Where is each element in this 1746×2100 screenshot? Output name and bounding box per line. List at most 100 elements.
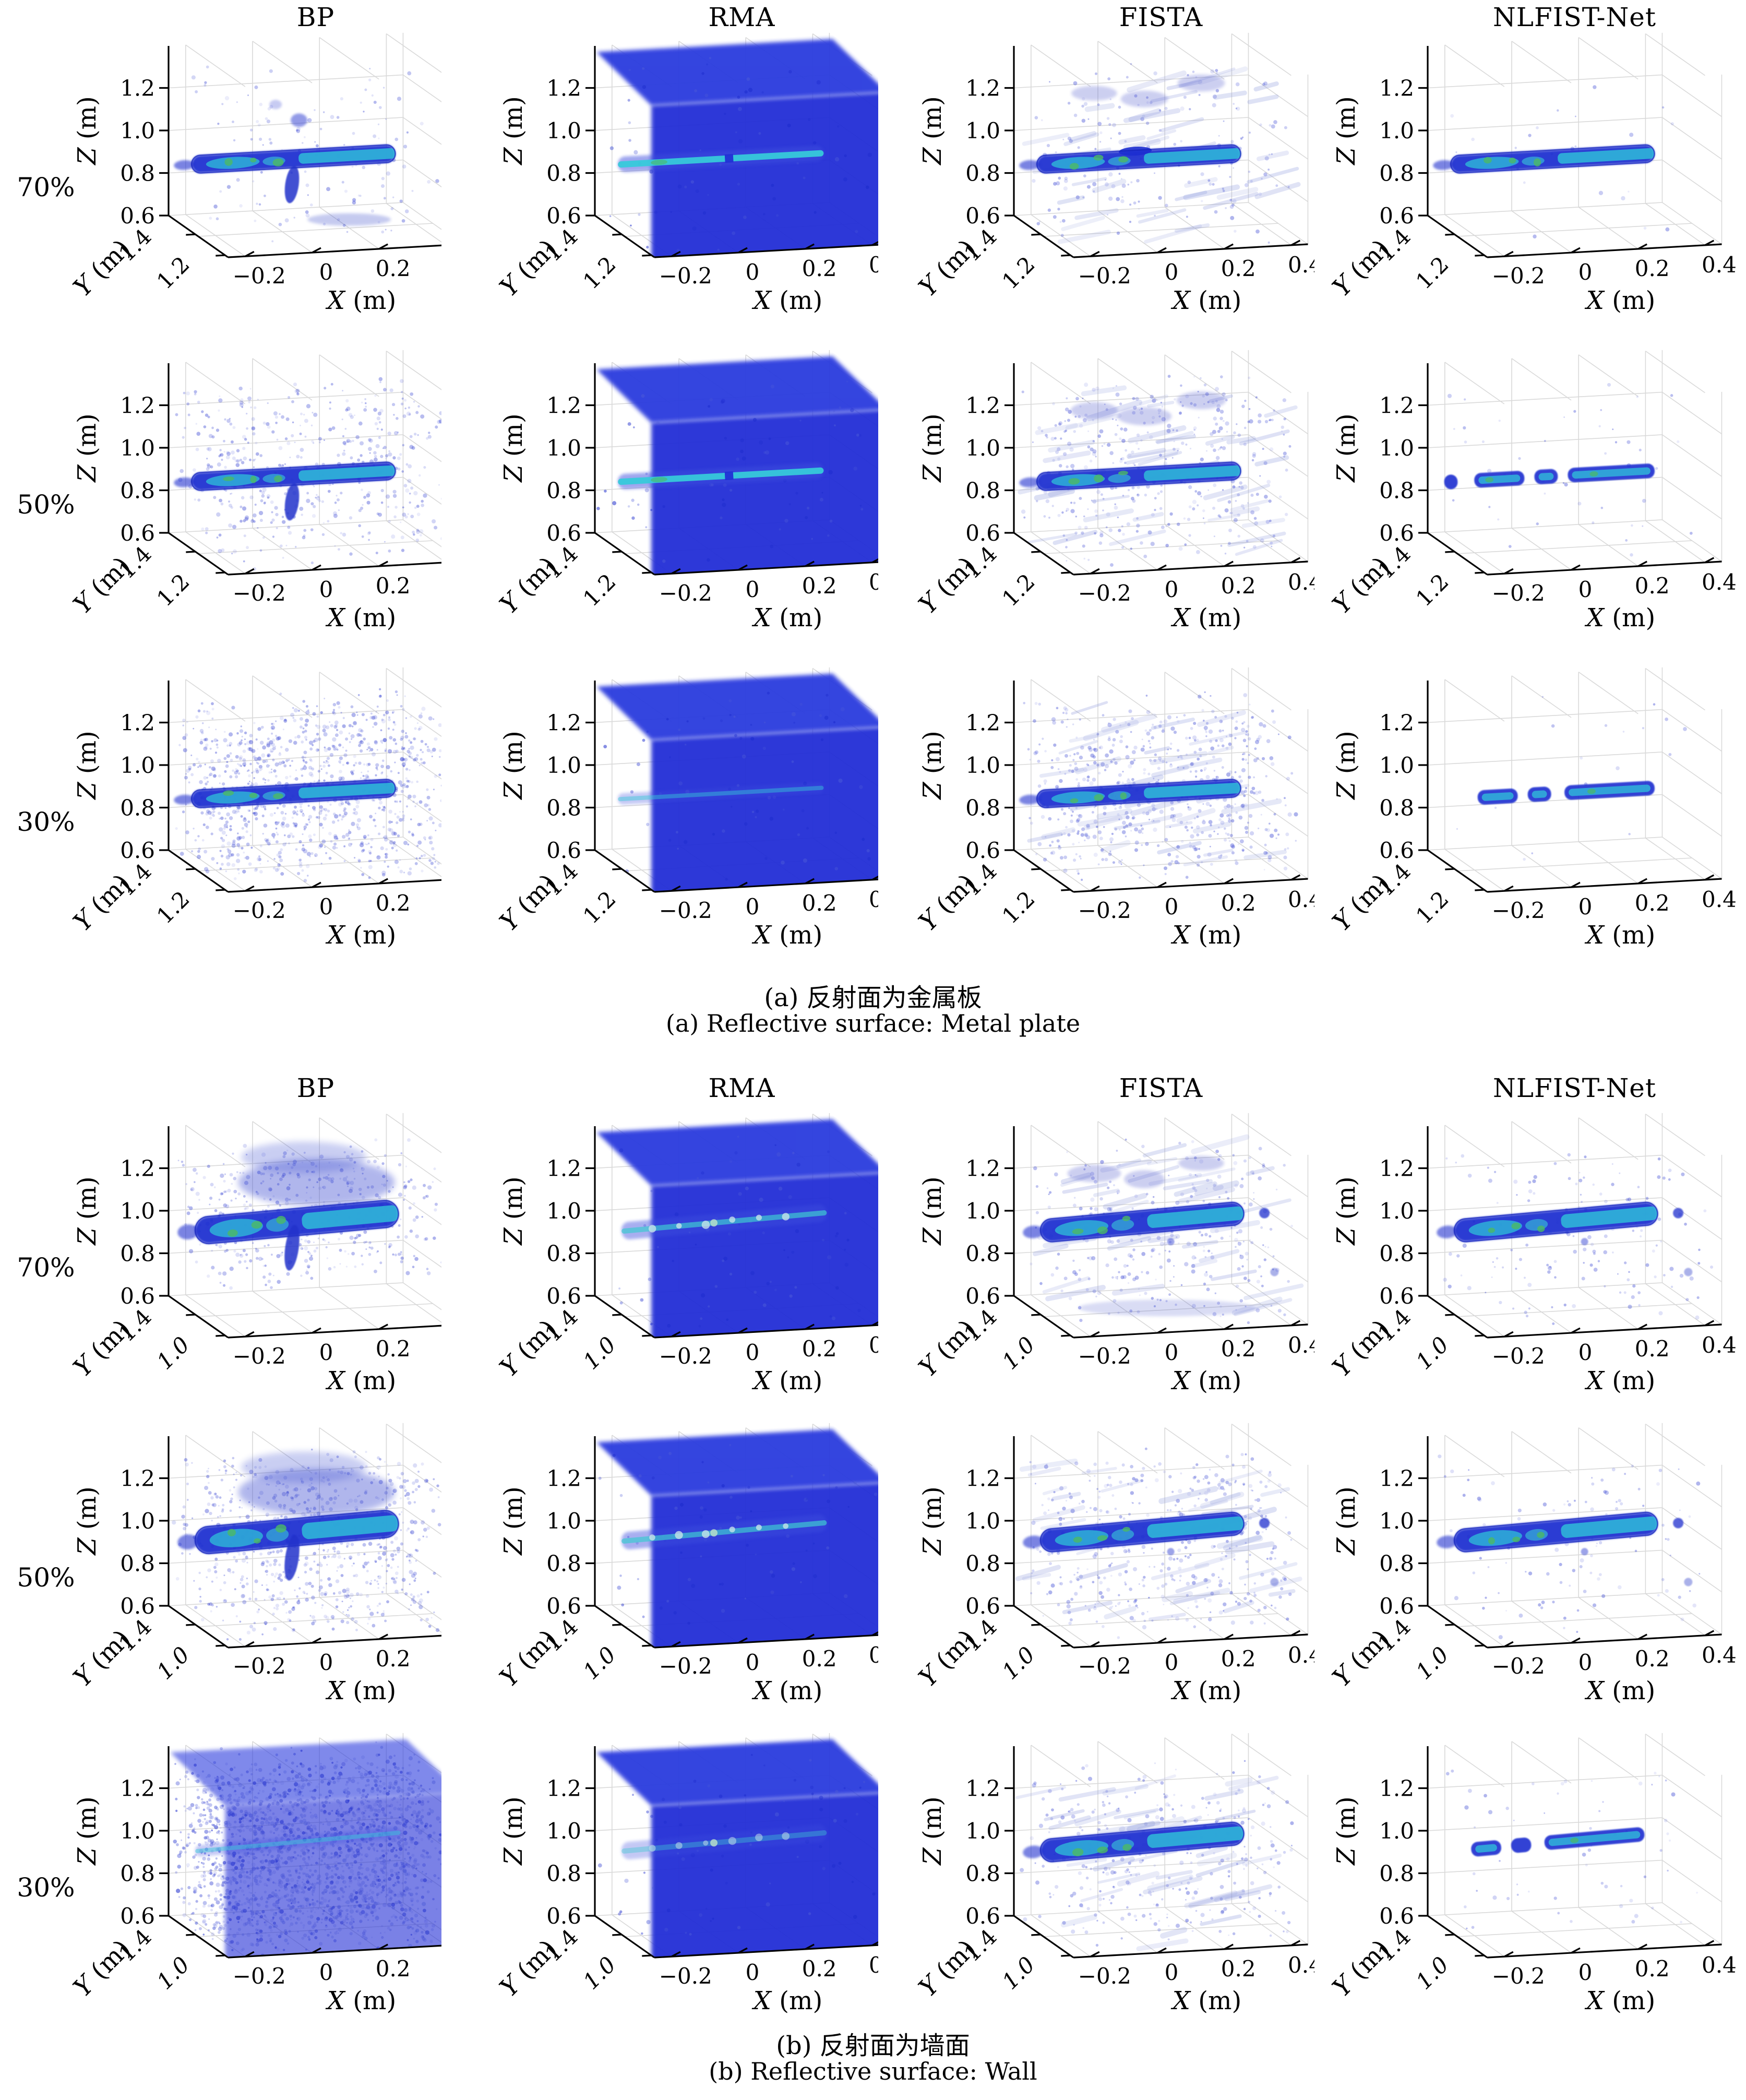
reconstruction-voxels <box>1015 1447 1302 1639</box>
x-tick-label: 0.2 <box>1634 1956 1669 1982</box>
x-tick-label: 0 <box>319 1650 333 1675</box>
z-tick-label: 0.8 <box>965 795 1000 821</box>
sampling-rate-label: 30% <box>17 807 75 837</box>
x-axis-title: X (m) <box>1170 1986 1241 2015</box>
x-tick-label: 0 <box>1578 1960 1592 1985</box>
x-tick-label: 0 <box>1165 1960 1179 1985</box>
z-tick-label: 1.2 <box>1379 76 1414 101</box>
z-tick-label: 0.8 <box>546 795 581 821</box>
x-tick-label: 0 <box>745 1960 759 1985</box>
plot-b-FISTA-50%: 0.60.81.01.2−0.200.20.41.41.0Z (m)Y (m)X… <box>873 1390 1323 1714</box>
x-axis-title: X (m) <box>325 286 396 315</box>
x-axis-title: X (m) <box>1170 921 1241 950</box>
z-tick-label: 0.8 <box>1379 1551 1414 1577</box>
plot-b-RMA-50%: 0.60.81.01.2−0.200.20.41.41.0Z (m)Y (m)X… <box>437 1390 903 1714</box>
y-tick-label: 1.2 <box>152 886 195 929</box>
y-tick-label: 1.2 <box>1410 569 1453 612</box>
axes <box>1004 1126 1308 1339</box>
z-tick-label: 0.6 <box>1379 1903 1414 1929</box>
grid <box>1427 1113 1722 1337</box>
z-tick-label: 0.8 <box>546 1861 581 1887</box>
x-tick-label: 0 <box>1578 1650 1592 1675</box>
x-tick-label: −0.2 <box>659 263 712 289</box>
reconstruction-voxels <box>596 1739 887 1958</box>
x-tick-label: 0 <box>319 1960 333 1985</box>
z-tick-label: 0.6 <box>546 1593 581 1619</box>
z-axis-title: Z (m) <box>1332 96 1361 166</box>
x-tick-label: −0.2 <box>1491 898 1545 923</box>
z-tick-label: 0.8 <box>1379 161 1414 186</box>
plot-a-RMA-30%: 0.60.81.01.2−0.200.20.41.41.2Z (m)Y (m)X… <box>437 635 903 958</box>
z-tick-label: 0.8 <box>546 478 581 504</box>
z-tick-label: 0.6 <box>546 520 581 546</box>
sampling-rate-label: 50% <box>17 490 75 520</box>
plot-b-NLFIST-Net-30%: 0.6 0.8 1.0 1.2 −0.2 0 0.2 0.4 1.4 1.0 Z (m) Y (m) X… <box>1310 1700 1746 2024</box>
x-tick-label: 0.2 <box>376 573 411 599</box>
z-tick-label: 0.6 <box>965 1283 1000 1309</box>
y-tick-label: 1.0 <box>997 1642 1040 1685</box>
x-axis-title: X (m) <box>1170 286 1241 315</box>
z-axis-title: Z (m) <box>1332 413 1361 483</box>
sampling-rate-label: 30% <box>17 1872 75 1903</box>
plot-row-a-30%: 30%0.60.81.01.2−0.200.20.41.41.2Z (m)Y (… <box>0 635 1746 958</box>
target-slab <box>621 1824 827 1860</box>
y-tick-label: 1.0 <box>152 1952 195 1995</box>
x-tick-label: −0.2 <box>233 1343 286 1369</box>
reconstruction-voxels <box>596 673 887 892</box>
z-tick-label: 1.0 <box>546 753 581 778</box>
reconstruction-voxels <box>1436 1454 1700 1640</box>
plot-b-NLFIST-Net-70%: 0.6 0.8 1.0 1.2 −0.2 0 0.2 0.4 1.4 1.0 Z (m) Y (m) X… <box>1310 1080 1746 1404</box>
z-tick-label: 1.2 <box>965 393 1000 419</box>
x-tick-label: 0.2 <box>802 573 836 599</box>
plot-a-NLFIST-Net-70%: 0.6 0.8 1.0 1.2 −0.2 0 0.2 0.4 1.4 1.2 Z (m) Y (m) X… <box>1310 0 1746 324</box>
target-slab <box>1019 779 1241 808</box>
x-tick-label: −0.2 <box>233 263 286 289</box>
z-tick-label: 0.8 <box>546 1241 581 1267</box>
reconstruction-voxels <box>1444 383 1693 557</box>
y-tick-label: 1.2 <box>997 252 1040 294</box>
target-slab <box>1023 1821 1245 1863</box>
x-tick-label: 0 <box>1165 1340 1179 1365</box>
z-tick-label: 0.6 <box>965 1593 1000 1619</box>
x-tick-label: 0 <box>745 577 759 602</box>
z-axis-title: Z (m) <box>918 413 947 483</box>
reconstruction-voxels <box>172 1448 452 1641</box>
z-axis-title: Z (m) <box>918 1176 947 1246</box>
z-tick-label: 1.0 <box>965 118 1000 144</box>
target-slab <box>617 146 824 172</box>
x-tick-label: 0.2 <box>376 256 411 281</box>
reconstruction-voxels <box>174 688 453 882</box>
y-tick-label: 1.2 <box>578 252 620 294</box>
target-slab <box>1477 781 1655 805</box>
z-tick-label: 0.6 <box>965 203 1000 229</box>
z-tick-label: 0.8 <box>546 1551 581 1577</box>
x-axis-title: X (m) <box>751 1986 822 2015</box>
x-tick-label: 0 <box>1165 894 1179 920</box>
z-tick-label: 1.2 <box>965 710 1000 736</box>
x-tick-label: 0.2 <box>1221 890 1256 916</box>
target-slab <box>177 1200 399 1245</box>
y-tick-label: 1.0 <box>578 1332 620 1375</box>
z-tick-label: 1.0 <box>120 1818 155 1844</box>
axes <box>585 46 889 258</box>
y-tick-label: 1.2 <box>578 569 620 612</box>
z-tick-label: 1.0 <box>965 1198 1000 1224</box>
plot-a-FISTA-70%: 0.60.81.01.2−0.200.20.41.41.2Z (m)Y (m)X… <box>873 0 1323 324</box>
z-tick-label: 0.8 <box>1379 1241 1414 1267</box>
z-tick-label: 0.8 <box>120 478 155 504</box>
y-tick-label: 1.0 <box>1410 1642 1453 1685</box>
grid <box>1013 32 1309 257</box>
axes <box>1418 1436 1722 1649</box>
column-title-FISTA: FISTA <box>1119 1073 1203 1103</box>
z-tick-label: 0.6 <box>1379 838 1414 863</box>
z-tick-label: 1.2 <box>965 1466 1000 1492</box>
x-tick-label: 0.4 <box>1702 569 1737 595</box>
plot-canvas: 0.60.81.01.2−0.200.20.41.41.0Z (m)Y (m)X… <box>68 1733 477 2015</box>
reconstruction-voxels <box>1023 1134 1304 1325</box>
x-tick-label: 0 <box>1578 259 1592 285</box>
z-axis-title: Z (m) <box>1332 1486 1361 1556</box>
x-axis-title: X (m) <box>1584 921 1655 950</box>
